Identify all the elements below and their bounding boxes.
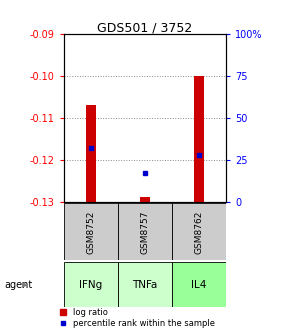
Text: GDS501 / 3752: GDS501 / 3752 (97, 22, 193, 35)
Legend: log ratio, percentile rank within the sample: log ratio, percentile rank within the sa… (56, 305, 218, 332)
Text: agent: agent (4, 280, 32, 290)
Bar (86, 105, 96, 202)
Text: GSM8762: GSM8762 (195, 210, 204, 254)
Text: IL4: IL4 (191, 280, 207, 290)
Text: TNFa: TNFa (132, 280, 158, 290)
Text: GSM8757: GSM8757 (140, 210, 150, 254)
Bar (64, 262, 118, 307)
Text: ▶: ▶ (22, 281, 28, 289)
Bar (140, 198, 150, 202)
Text: IFNg: IFNg (79, 280, 102, 290)
Bar (172, 203, 226, 260)
Bar (194, 76, 204, 202)
Text: GSM8752: GSM8752 (86, 210, 95, 254)
Bar (118, 203, 172, 260)
Bar (172, 262, 226, 307)
Bar (118, 262, 172, 307)
Bar (64, 203, 118, 260)
